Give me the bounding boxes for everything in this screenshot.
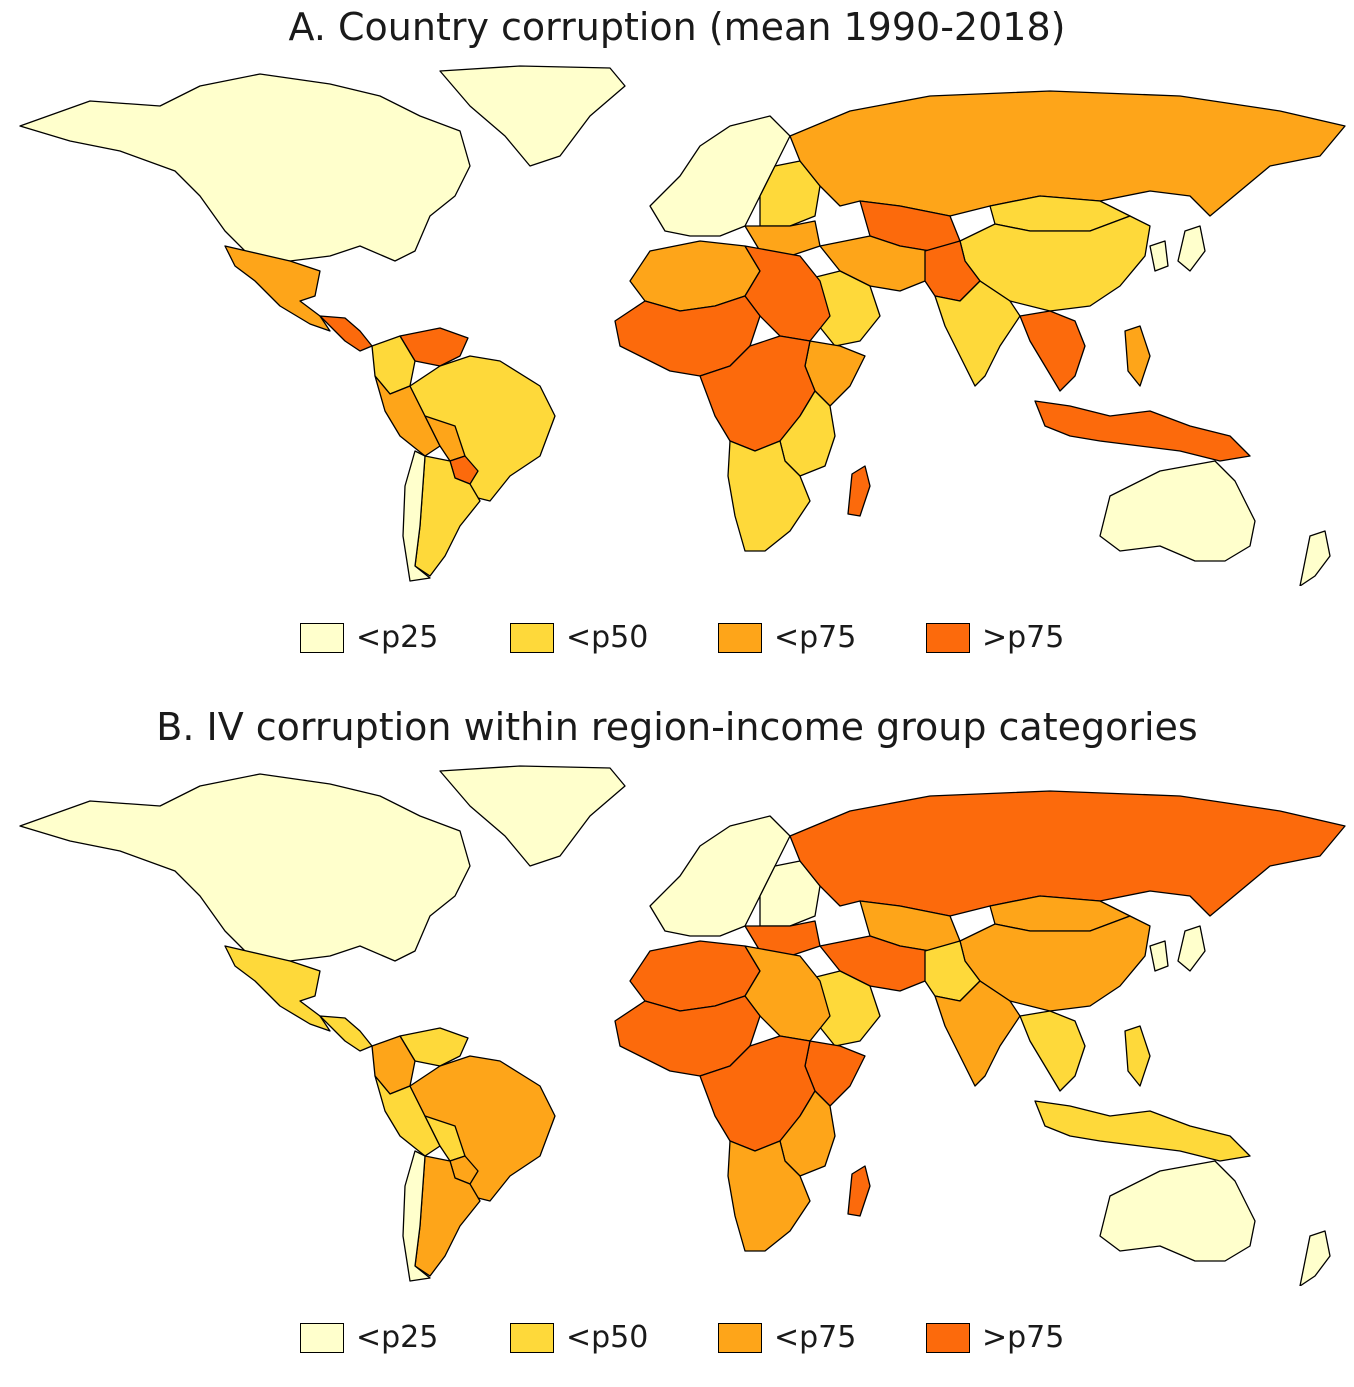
panel-a: A. Country corruption (mean 1990-2018) <box>0 0 1354 687</box>
legend-swatch <box>510 1323 554 1353</box>
legend-item-p75: <p75 <box>718 1316 856 1360</box>
region-india <box>934 280 1021 387</box>
panel-a-legend: <p25 <p50 <p75 >p75 <box>0 616 1354 660</box>
region-australia <box>1099 1160 1256 1262</box>
region-southern-africa <box>727 1140 811 1252</box>
region-greenland <box>439 65 626 167</box>
region-mexico <box>224 245 331 332</box>
legend-item-p50: <p50 <box>510 616 648 660</box>
region-japan <box>1177 225 1206 272</box>
region-korea <box>1149 240 1169 272</box>
region-greenland <box>439 765 626 867</box>
region-central-america <box>319 315 373 352</box>
region-indonesia <box>1034 400 1251 462</box>
legend-item-gt-p75: >p75 <box>926 1316 1064 1360</box>
region-central-america <box>319 1015 373 1052</box>
region-north-africa-east <box>744 245 831 342</box>
region-philippines <box>1124 325 1151 387</box>
legend-label: <p25 <box>356 620 439 655</box>
region-madagascar <box>847 1165 871 1217</box>
legend-item-p75: <p75 <box>718 616 856 660</box>
region-korea <box>1149 940 1169 972</box>
panel-b-legend: <p25 <p50 <p75 >p75 <box>0 1316 1354 1360</box>
legend-item-p25: <p25 <box>300 1316 438 1360</box>
panel-b-title: B. IV corruption within region-income gr… <box>156 705 1198 749</box>
legend-label: <p75 <box>774 1320 857 1355</box>
legend-swatch <box>718 623 762 653</box>
legend-item-gt-p75: >p75 <box>926 616 1064 660</box>
legend-label: <p50 <box>566 620 649 655</box>
region-chile <box>402 1150 431 1282</box>
panel-a-title: A. Country corruption (mean 1990-2018) <box>288 5 1066 49</box>
region-southern-africa <box>727 440 811 552</box>
legend-swatch <box>300 623 344 653</box>
legend-label: >p75 <box>982 620 1065 655</box>
region-madagascar <box>847 465 871 517</box>
region-north-africa-east <box>744 945 831 1042</box>
region-philippines <box>1124 1025 1151 1087</box>
legend-swatch <box>926 623 970 653</box>
region-japan <box>1177 925 1206 972</box>
region-australia <box>1099 460 1256 562</box>
legend-swatch <box>300 1323 344 1353</box>
legend-label: <p50 <box>566 1320 649 1355</box>
legend-label: >p75 <box>982 1320 1065 1355</box>
legend-label: <p25 <box>356 1320 439 1355</box>
region-india <box>934 980 1021 1087</box>
region-indochina <box>1019 1010 1086 1092</box>
region-indochina <box>1019 310 1086 392</box>
region-indonesia <box>1034 1100 1251 1162</box>
panel-b: B. IV corruption within region-income gr… <box>0 700 1354 1387</box>
region-mexico <box>224 945 331 1032</box>
legend-swatch <box>926 1323 970 1353</box>
region-new-zealand <box>1299 1230 1331 1286</box>
world-map <box>19 765 1346 1286</box>
legend-item-p25: <p25 <box>300 616 438 660</box>
region-chile <box>402 450 431 582</box>
region-russia <box>789 790 1346 917</box>
world-map <box>19 65 1346 586</box>
legend-item-p50: <p50 <box>510 1316 648 1360</box>
region-russia <box>789 90 1346 217</box>
region-north-america <box>19 73 471 262</box>
region-north-america <box>19 773 471 962</box>
legend-swatch <box>718 1323 762 1353</box>
legend-swatch <box>510 623 554 653</box>
region-new-zealand <box>1299 530 1331 586</box>
legend-label: <p75 <box>774 620 857 655</box>
